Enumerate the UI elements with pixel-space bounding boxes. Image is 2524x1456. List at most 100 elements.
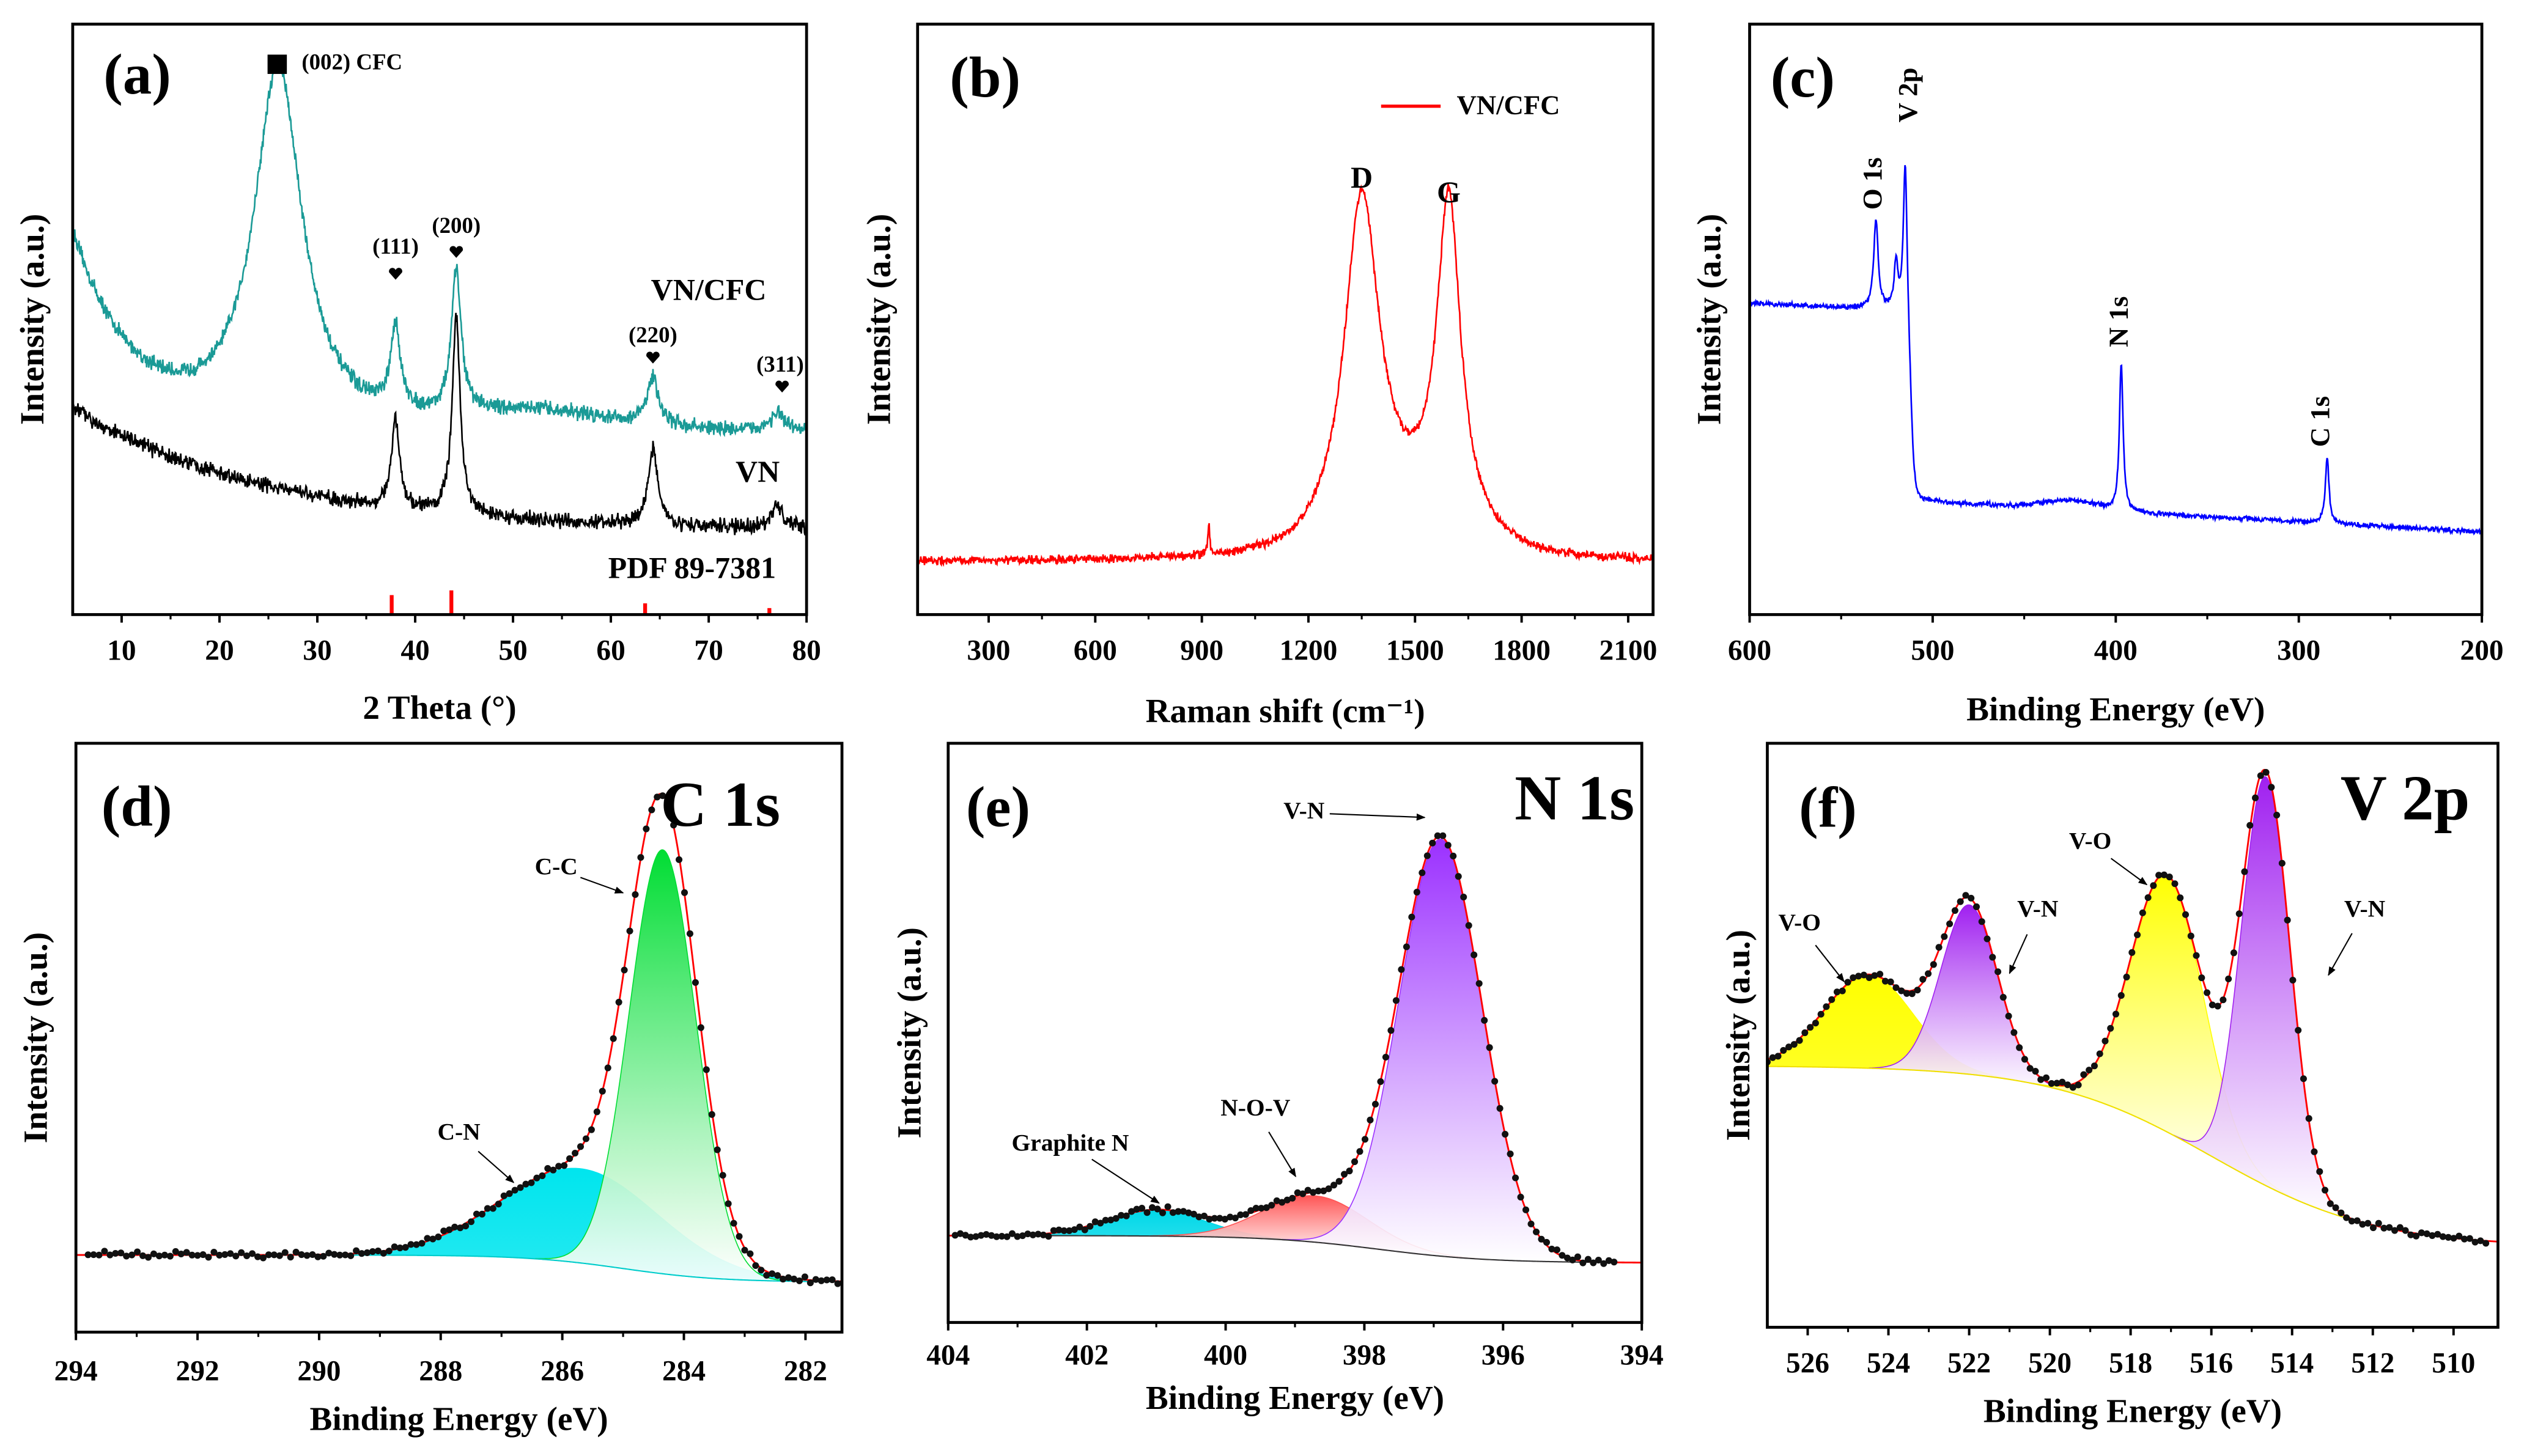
data-point <box>2048 1080 2055 1087</box>
data-point <box>972 1233 980 1240</box>
data-point <box>681 889 688 896</box>
data-point <box>1780 1046 1787 1054</box>
data-point <box>342 1251 349 1259</box>
data-point <box>413 1241 420 1248</box>
data-point <box>1527 1220 1535 1227</box>
data-point <box>643 825 650 833</box>
data-point <box>1785 1043 1793 1051</box>
data-point <box>561 1162 568 1169</box>
data-point <box>714 1146 721 1153</box>
data-point <box>1611 1259 1618 1266</box>
data-point <box>1304 1186 1312 1194</box>
data-point <box>1908 990 1916 998</box>
data-point <box>451 1223 459 1230</box>
data-point <box>1273 1197 1280 1204</box>
data-point <box>1066 1227 1073 1234</box>
data-point <box>1475 980 1483 987</box>
data-point <box>1486 1044 1493 1051</box>
data-point <box>1989 954 1996 961</box>
data-point <box>1175 1208 1182 1215</box>
data-point <box>238 1249 245 1256</box>
data-point <box>1790 1041 1798 1048</box>
data-point <box>1481 1017 1488 1024</box>
data-point <box>489 1205 496 1212</box>
data-point <box>101 1248 108 1255</box>
data-point <box>1429 839 1436 847</box>
x-tick-label: 400 <box>2094 634 2138 666</box>
data-point <box>506 1190 513 1197</box>
y-axis-title: Intensity (a.u.) <box>891 927 928 1138</box>
data-point <box>221 1251 229 1258</box>
y-axis-title: Intensity (a.u.) <box>860 214 898 425</box>
data-point <box>2262 769 2270 776</box>
annotation-arrow <box>1091 1158 1160 1204</box>
x-tick-label: 80 <box>792 634 821 666</box>
annotation-label: N 1s <box>2103 296 2134 347</box>
data-point <box>1881 977 1889 985</box>
data-point <box>1600 1260 1607 1267</box>
data-point <box>774 1272 781 1279</box>
data-point <box>817 1277 825 1284</box>
data-point <box>993 1233 1000 1240</box>
data-point <box>2407 1231 2415 1238</box>
data-point <box>1502 1131 1509 1138</box>
data-point <box>736 1233 743 1240</box>
plot-area <box>948 832 1642 1267</box>
data-point <box>2295 1026 2302 1034</box>
data-point <box>1833 988 1840 996</box>
data-point <box>533 1174 541 1182</box>
x-tick-label: 398 <box>1343 1339 1386 1371</box>
x-tick-label: 200 <box>2460 634 2504 666</box>
data-point <box>2321 1186 2329 1194</box>
data-point <box>2273 811 2281 819</box>
data-point <box>1946 920 1954 927</box>
data-point <box>1211 1215 1218 1222</box>
annotation-label: V-O <box>2069 827 2111 854</box>
data-point <box>2316 1168 2323 1175</box>
data-point <box>265 1251 272 1259</box>
data-point <box>2166 873 2173 881</box>
annotation-label: V-O <box>1779 909 1821 936</box>
data-point <box>1538 1235 1545 1243</box>
panel-e: N 1s 404 402 400 398 396 394 Binding Energy (eV… <box>891 741 1664 1416</box>
data-point <box>528 1179 535 1186</box>
data-point <box>2150 882 2157 889</box>
data-point <box>1387 1027 1395 1034</box>
data-point <box>977 1232 985 1239</box>
data-point <box>188 1251 196 1259</box>
data-point <box>457 1224 464 1232</box>
data-point <box>2193 952 2200 959</box>
annotation-label: (002) CFC <box>301 50 402 75</box>
data-point <box>998 1232 1006 1240</box>
data-point <box>336 1251 344 1259</box>
data-point <box>2461 1235 2468 1243</box>
data-point <box>462 1223 470 1230</box>
data-point <box>654 793 661 801</box>
panel-title: C 1s <box>660 768 780 840</box>
data-point <box>2016 1044 2023 1051</box>
data-point <box>353 1247 360 1254</box>
x-axis-title: Binding Energy (eV) <box>310 1400 608 1437</box>
data-point <box>2338 1209 2345 1216</box>
annotation-arrow <box>580 877 624 894</box>
data-point <box>599 1087 606 1095</box>
data-point <box>1060 1227 1068 1234</box>
data-point <box>2471 1238 2479 1246</box>
data-point <box>1149 1204 1156 1211</box>
data-point <box>435 1234 442 1241</box>
data-point <box>2134 931 2141 938</box>
data-point <box>2182 911 2190 918</box>
data-point <box>621 966 628 974</box>
data-point <box>117 1249 125 1257</box>
data-point <box>1817 1010 1825 1018</box>
data-point <box>2139 909 2146 916</box>
data-point <box>1008 1230 1016 1237</box>
data-point <box>692 979 699 986</box>
data-point <box>1455 873 1462 880</box>
data-point <box>2026 1065 2034 1072</box>
data-point <box>957 1230 964 1237</box>
data-point <box>155 1252 163 1260</box>
data-point <box>1237 1211 1244 1218</box>
data-point <box>2117 992 2125 999</box>
